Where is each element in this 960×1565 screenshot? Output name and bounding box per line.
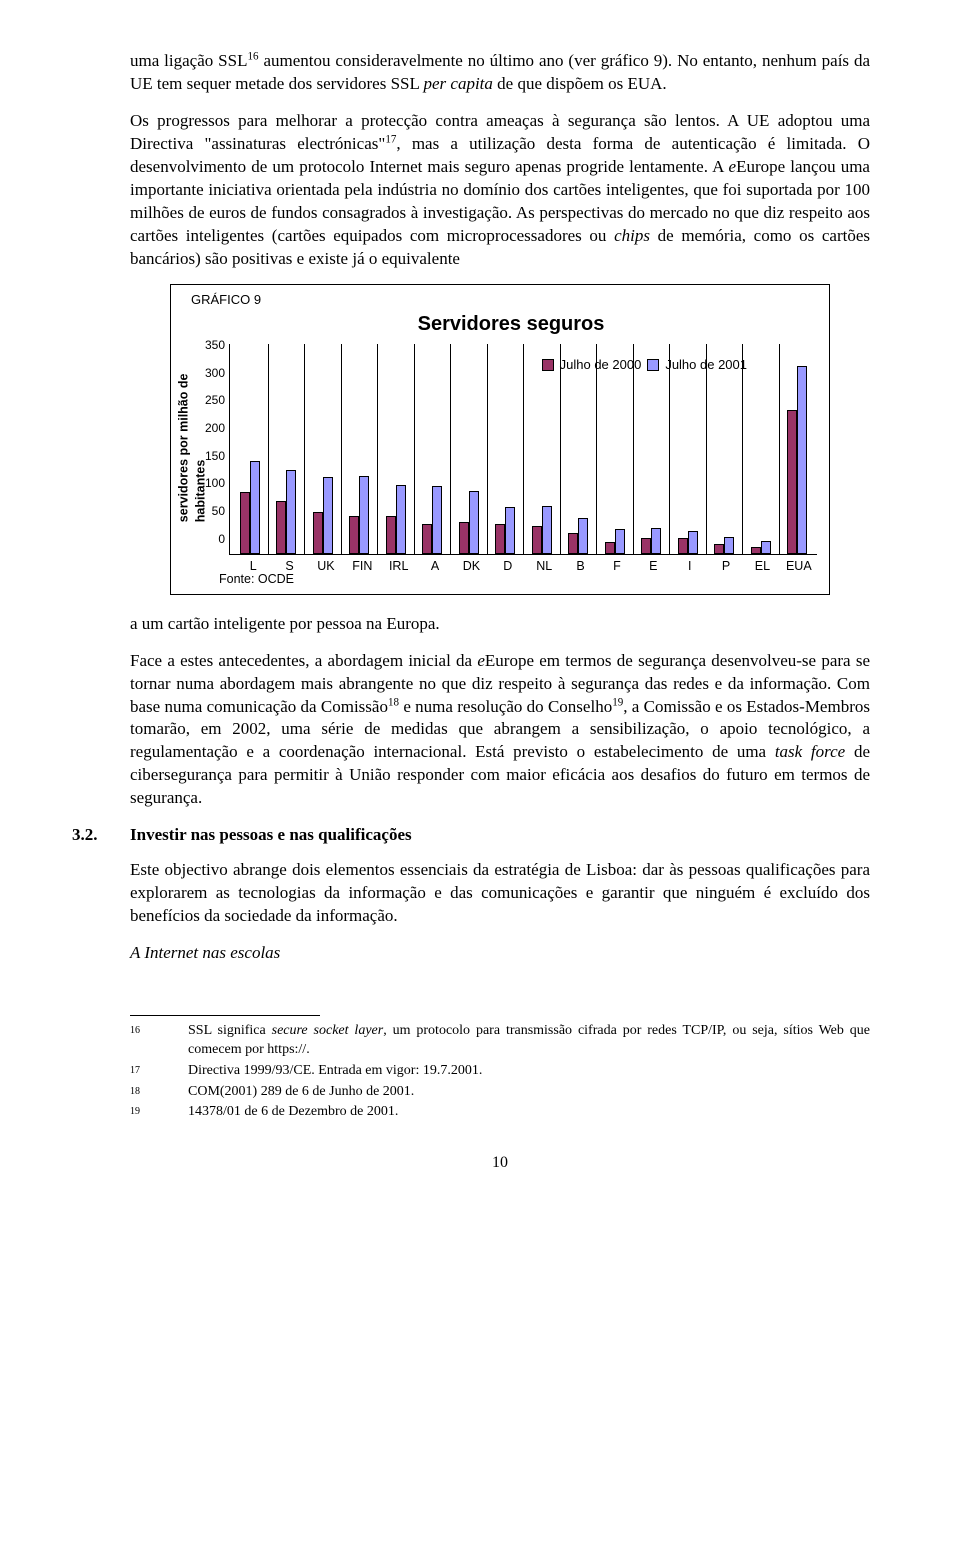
footnotes-rule (130, 1015, 320, 1016)
bar-series-1 (240, 492, 250, 554)
bar-group (707, 344, 744, 554)
bar-series-1 (459, 522, 469, 554)
legend-swatch-2 (647, 359, 659, 371)
bar-group (451, 344, 488, 554)
page-number: 10 (130, 1152, 870, 1174)
bar-group (670, 344, 707, 554)
bar-series-1 (532, 526, 542, 554)
bar-series-2 (323, 477, 333, 554)
bar-series-2 (542, 506, 552, 554)
y-axis-ticks: 050100150200250300350 (205, 337, 229, 547)
bar-group (378, 344, 415, 554)
bar-series-1 (386, 516, 396, 554)
bar-series-2 (688, 531, 698, 554)
bar-series-2 (761, 541, 771, 554)
bar-group (305, 344, 342, 554)
bar-series-2 (651, 528, 661, 554)
footnote: 18COM(2001) 289 de 6 de Junho de 2001. (130, 1083, 870, 1102)
chart-plot-area: Julho de 2000 Julho de 2001 (229, 344, 817, 555)
bar-series-2 (505, 507, 515, 554)
bar-group (342, 344, 379, 554)
bar-series-2 (724, 537, 734, 554)
paragraph-4: Face a estes antecedentes, a abordagem i… (130, 650, 870, 811)
paragraph-1: uma ligação SSL16 aumentou consideravelm… (130, 50, 870, 96)
bar-group (232, 344, 269, 554)
bar-series-2 (615, 529, 625, 554)
paragraph-3: a um cartão inteligente por pessoa na Eu… (130, 613, 870, 636)
chart-label: GRÁFICO 9 (191, 291, 817, 309)
legend-swatch-1 (542, 359, 554, 371)
bar-series-1 (422, 524, 432, 554)
bar-series-1 (605, 542, 615, 554)
chart-title: Servidores seguros (205, 311, 817, 338)
bar-series-1 (787, 410, 797, 554)
bar-group (524, 344, 561, 554)
bar-group (634, 344, 671, 554)
paragraph-6: A Internet nas escolas (130, 942, 870, 965)
bar-series-1 (495, 524, 505, 554)
bar-series-1 (349, 516, 359, 554)
bar-group (597, 344, 634, 554)
footnote: 16SSL significa secure socket layer, um … (130, 1022, 870, 1060)
bar-series-1 (276, 501, 286, 554)
paragraph-2: Os progressos para melhorar a protecção … (130, 110, 870, 271)
bar-series-1 (714, 544, 724, 554)
bar-series-2 (359, 476, 369, 554)
bar-series-1 (678, 538, 688, 554)
x-axis-labels: LSUKFINIRLADKDNLBFEIPELEUA (205, 558, 817, 575)
chart-legend: Julho de 2000 Julho de 2001 (542, 356, 747, 374)
bar-series-1 (641, 538, 651, 554)
footnotes: 16SSL significa secure socket layer, um … (130, 1022, 870, 1122)
bar-series-2 (286, 470, 296, 554)
paragraph-5: Este objectivo abrange dois elementos es… (130, 859, 870, 928)
footnote: 1914378/01 de 6 de Dezembro de 2001. (130, 1103, 870, 1122)
bar-series-2 (797, 366, 807, 554)
footnote: 17Directiva 1999/93/CE. Entrada em vigor… (130, 1062, 870, 1081)
bar-group (780, 344, 816, 554)
bar-series-2 (250, 461, 260, 554)
chart-ylabel: servidores por milhão dehabitantes (175, 374, 209, 523)
chart-9: GRÁFICO 9 servidores por milhão dehabita… (170, 284, 830, 594)
bar-group (743, 344, 780, 554)
bar-group (415, 344, 452, 554)
bar-series-2 (396, 485, 406, 554)
section-heading-3-2: 3.2. Investir nas pessoas e nas qualific… (72, 824, 870, 847)
bar-series-2 (469, 491, 479, 554)
bar-series-1 (751, 547, 761, 554)
bar-series-2 (578, 518, 588, 554)
bar-series-1 (313, 512, 323, 554)
bar-series-2 (432, 486, 442, 554)
bar-series-1 (568, 533, 578, 554)
bar-group (269, 344, 306, 554)
bar-group (561, 344, 598, 554)
bar-group (488, 344, 525, 554)
